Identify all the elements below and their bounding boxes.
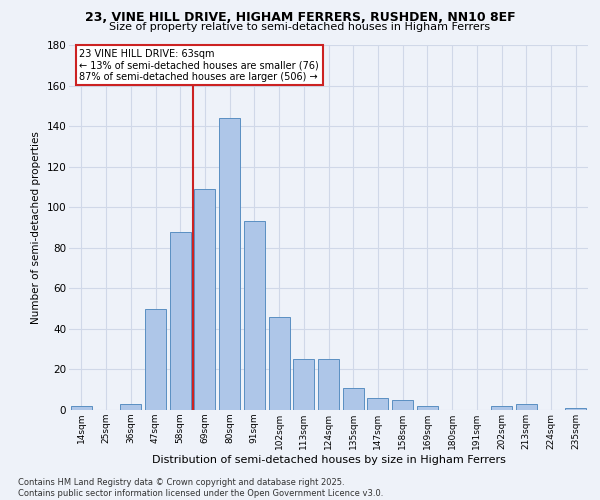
Bar: [120, 404, 141, 410]
Bar: [491, 406, 512, 410]
Text: 23, VINE HILL DRIVE, HIGHAM FERRERS, RUSHDEN, NN10 8EF: 23, VINE HILL DRIVE, HIGHAM FERRERS, RUS…: [85, 11, 515, 24]
Bar: [516, 404, 537, 410]
Bar: [71, 406, 92, 410]
Bar: [269, 316, 290, 410]
Bar: [194, 189, 215, 410]
Y-axis label: Number of semi-detached properties: Number of semi-detached properties: [31, 131, 41, 324]
Bar: [170, 232, 191, 410]
Text: Contains HM Land Registry data © Crown copyright and database right 2025.
Contai: Contains HM Land Registry data © Crown c…: [18, 478, 383, 498]
Text: 23 VINE HILL DRIVE: 63sqm
← 13% of semi-detached houses are smaller (76)
87% of : 23 VINE HILL DRIVE: 63sqm ← 13% of semi-…: [79, 48, 319, 82]
Bar: [343, 388, 364, 410]
Bar: [219, 118, 240, 410]
Bar: [417, 406, 438, 410]
Bar: [145, 308, 166, 410]
Bar: [367, 398, 388, 410]
Bar: [244, 222, 265, 410]
Text: Size of property relative to semi-detached houses in Higham Ferrers: Size of property relative to semi-detach…: [109, 22, 491, 32]
Bar: [392, 400, 413, 410]
X-axis label: Distribution of semi-detached houses by size in Higham Ferrers: Distribution of semi-detached houses by …: [152, 454, 505, 464]
Bar: [293, 360, 314, 410]
Bar: [565, 408, 586, 410]
Bar: [318, 360, 339, 410]
